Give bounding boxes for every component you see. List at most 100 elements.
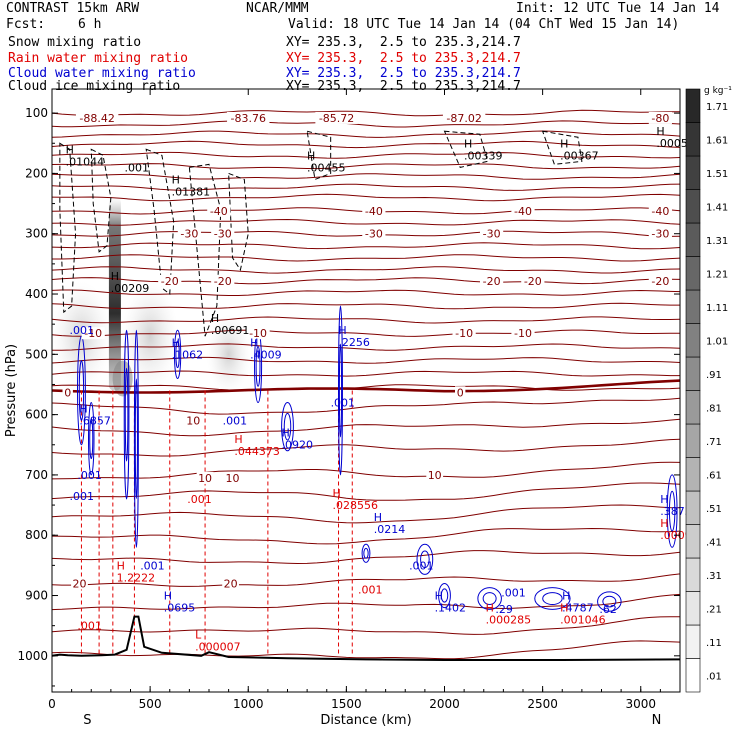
center-title: NCAR/MMM <box>246 1 309 16</box>
colorbar-level: 1.71 <box>706 102 728 113</box>
extremum-mark: H <box>307 149 315 162</box>
cloud-water-contour <box>534 587 571 610</box>
mixing-ratio-contours <box>51 130 681 661</box>
model-title: CONTRAST 15km ARW <box>6 1 140 16</box>
isotherm-line <box>51 384 681 391</box>
isotherm-label-bg <box>426 468 444 481</box>
cloud-water-contour <box>477 587 502 610</box>
extremum-mark: H <box>435 590 443 603</box>
extremum-value: .001 <box>77 469 102 482</box>
extremum-value: .001 <box>70 324 95 337</box>
x-tick-label: 3000 <box>625 697 656 711</box>
colorbar-level: .01 <box>706 671 722 682</box>
colorbar-cell <box>685 457 701 492</box>
isotherm-label: -88.42 <box>79 112 114 125</box>
cloud-water-contour <box>363 547 369 559</box>
cloud-water-contour <box>666 474 678 548</box>
isotherm-label-bg <box>222 577 239 590</box>
extremum-value: .0920 <box>282 439 314 452</box>
colorbar-cell <box>685 557 701 592</box>
cloud-water-contour <box>602 595 617 608</box>
cloud-water-contour <box>283 412 292 441</box>
isotherm-label: 20 <box>72 577 86 590</box>
y-tick-label: 800 <box>25 528 48 542</box>
isotherm-label: -85.72 <box>319 112 354 125</box>
isotherm-label-bg <box>362 204 386 217</box>
snow-contour <box>90 148 112 253</box>
isotherm-label-bg <box>246 327 270 340</box>
cloud-water-contour <box>542 592 563 606</box>
isotherm-label-bg <box>648 204 672 217</box>
y-tick-label: 400 <box>25 287 48 301</box>
isotherm-label-bg <box>362 227 386 240</box>
isotherm-label: -80 <box>651 112 669 125</box>
isotherm-line <box>51 418 681 437</box>
isotherm-label: -30 <box>214 228 232 241</box>
isotherm-line <box>51 193 681 202</box>
isotherm-label-bg <box>648 274 672 287</box>
colorbar-cell <box>685 356 701 391</box>
isotherm-label-bg <box>521 274 545 287</box>
isotherm-label: -40 <box>210 205 228 218</box>
y-tick-label: 900 <box>25 589 48 603</box>
ice-shading <box>51 197 251 397</box>
isotherm-line <box>51 482 681 501</box>
terrain-line <box>51 615 681 661</box>
x-axis-label: Distance (km) <box>320 713 411 728</box>
extremum-value: .3873 <box>660 505 692 518</box>
isotherm-line <box>51 397 681 415</box>
cloud-water-contour <box>123 329 130 500</box>
extremum-mark: H <box>562 590 570 603</box>
extremum-value: .00339 <box>464 149 503 162</box>
isotherm-line <box>51 151 681 159</box>
snow-contour <box>145 148 175 295</box>
extremum-value: .001 <box>70 490 95 503</box>
extremum-mark: H <box>282 427 290 440</box>
extremum-value: .1062 <box>172 348 204 361</box>
isotherm-label-bg <box>177 227 201 240</box>
contour-labels: -88.42 -83.76 -85.72 -87.02 -80-40 -40 -40 -40-… <box>62 111 695 654</box>
cloud-water-contour <box>133 329 139 548</box>
isotherm-label: 10 <box>226 472 240 485</box>
isotherm-label-bg <box>224 471 241 484</box>
cloud-water-contour <box>338 343 343 438</box>
extremum-mark: H <box>66 143 74 156</box>
snow-contour <box>306 130 332 181</box>
snow-contour <box>188 163 222 337</box>
cloud-water-contour <box>416 543 434 575</box>
field-cloudwater-xy: XY= 235.3, 2.5 to 235.3,214.7 <box>286 66 521 81</box>
isotherm-line <box>51 302 680 310</box>
extremum-mark: H <box>333 487 341 500</box>
isotherm-line <box>51 277 681 285</box>
cloud-water-contour <box>77 335 86 446</box>
cloud-water-contour <box>88 402 95 476</box>
colorbar-level: .21 <box>706 604 722 615</box>
isotherm-label-bg <box>62 386 73 399</box>
forecast-hours: 6 h <box>78 17 102 32</box>
isotherm-label-bg <box>75 111 119 124</box>
colorbar-cell <box>685 189 701 224</box>
isotherm-label-bg <box>315 111 358 124</box>
isotherm-label-bg <box>452 327 476 340</box>
isotherm-line <box>51 370 680 377</box>
extremum-mark: H <box>172 173 180 186</box>
extremum-value: .01381 <box>172 185 211 198</box>
isotherm-label: -10 <box>249 327 267 340</box>
y-tick-label: 500 <box>25 347 48 361</box>
colorbar-cell <box>685 155 701 190</box>
isotherm-label-bg <box>648 111 672 124</box>
init-time: Init: 12 UTC Tue 14 Jan 14 <box>516 1 720 16</box>
isotherm-line <box>51 329 680 337</box>
extremum-value: .001046 <box>560 614 606 627</box>
field-rain-label: Rain water mixing ratio <box>8 51 189 66</box>
ice-shade-right <box>206 314 251 395</box>
colorbar-cell <box>685 624 701 659</box>
y-tick-label: 1000 <box>17 649 48 663</box>
isotherm-line <box>52 254 681 262</box>
cloud-water-contour <box>438 582 451 609</box>
cloud-water-contour <box>173 329 182 379</box>
y-tick-label: 200 <box>25 166 48 180</box>
colorbar-level: 1.41 <box>706 202 728 213</box>
extremum-mark: H <box>234 433 242 446</box>
